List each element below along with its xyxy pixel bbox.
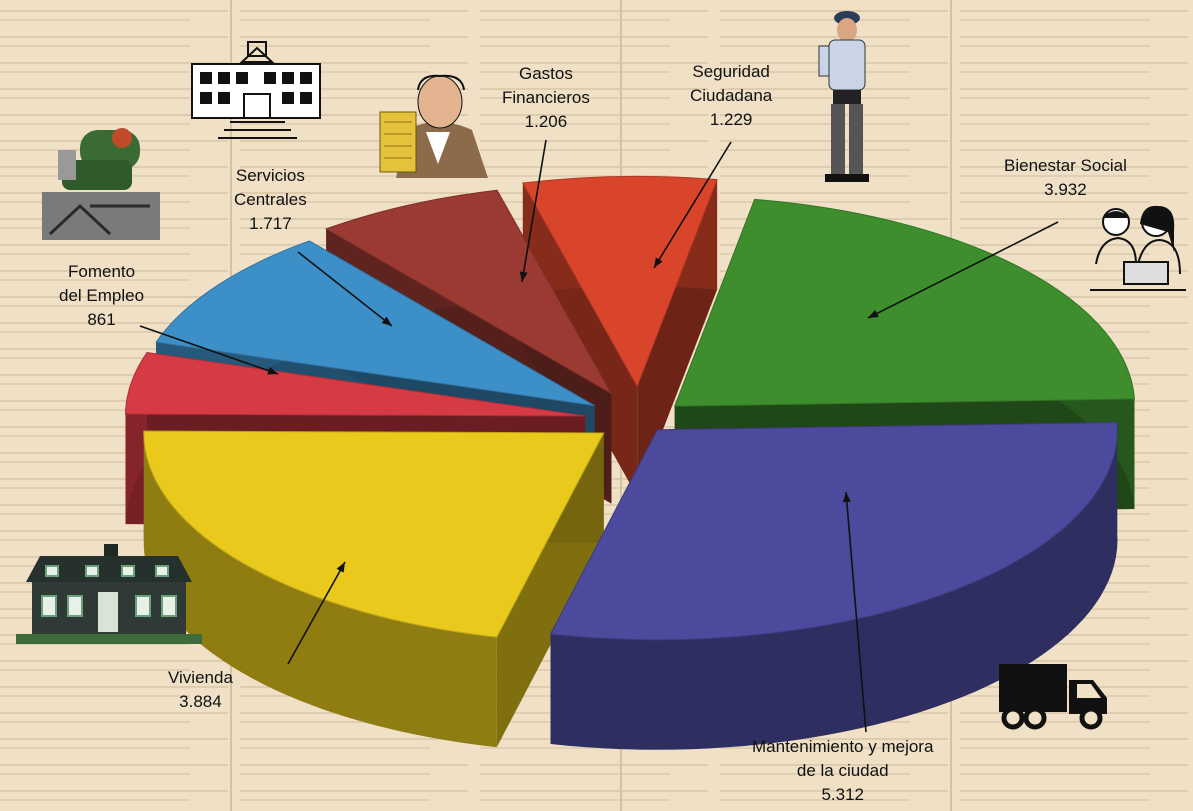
slice-name: Centrales [234,190,307,209]
slice-value: 1.206 [524,112,568,131]
slice-name: de la ciudad [796,761,889,780]
leader-arrowhead [519,271,528,282]
slice-outer-wall [143,431,497,748]
leader-arrowhead [868,309,879,318]
slice-name: Vivienda [168,668,233,687]
pie-slice-top-3 [143,430,605,638]
leader-line [867,221,1059,319]
banker-money-icon [379,74,488,178]
family-reading-icon [1090,205,1186,291]
slice-label: Gastos Financieros 1.206 [502,62,590,134]
pie-slice-top-5 [155,240,595,407]
slice-name: Seguridad [692,62,770,81]
worker-icon [42,128,160,240]
leader-arrowhead [267,366,278,375]
leader-arrowhead [336,562,345,573]
slice-value: 1.717 [249,214,292,233]
slice-label: Bienestar Social 3.932 [1004,154,1127,202]
pie-slice-top-1 [673,198,1135,407]
leader-line [287,561,346,665]
pie-slice-top-6 [324,189,613,396]
slice-value: 861 [87,310,116,329]
leader-line [653,141,732,269]
slice-value: 5.312 [821,785,864,804]
slice-label: Fomento del Empleo 861 [59,260,144,332]
slice-name: Bienestar Social [1004,156,1127,175]
leader-arrowhead [381,316,392,326]
leader-line [297,251,393,327]
leader-line [139,325,279,375]
slice-name: Ciudadana [690,86,773,105]
slice-label: Vivienda 3.884 [168,666,233,714]
slice-name: Servicios [235,166,305,185]
slice-label: Mantenimiento y mejora de la ciudad 5.312 [752,735,933,807]
slice-value: 1.229 [709,110,753,129]
slice-label: Servicios Centrales 1.717 [234,164,307,236]
city-hall-icon [191,41,321,139]
leader-line [845,491,867,733]
slice-value: 3.884 [179,692,222,711]
house-icon [16,544,202,644]
delivery-truck-icon [999,664,1107,730]
slice-value: 3.932 [1044,180,1087,199]
slice-name: Mantenimiento y mejora [752,737,934,756]
pie-slice-top-2 [549,422,1118,641]
slice-outer-wall [550,422,1118,750]
police-officer-icon [818,11,869,182]
slice-name: del Empleo [59,286,145,305]
leader-arrowhead [842,492,851,503]
slice-label: Seguridad Ciudadana 1.229 [690,60,772,132]
slice-name: Financieros [502,88,590,107]
slice-name: Gastos [519,64,573,83]
slice-name: Fomento [67,262,136,281]
leader-arrowhead [654,257,663,268]
pie-slice-top-4 [124,351,586,417]
leader-line [521,139,547,283]
